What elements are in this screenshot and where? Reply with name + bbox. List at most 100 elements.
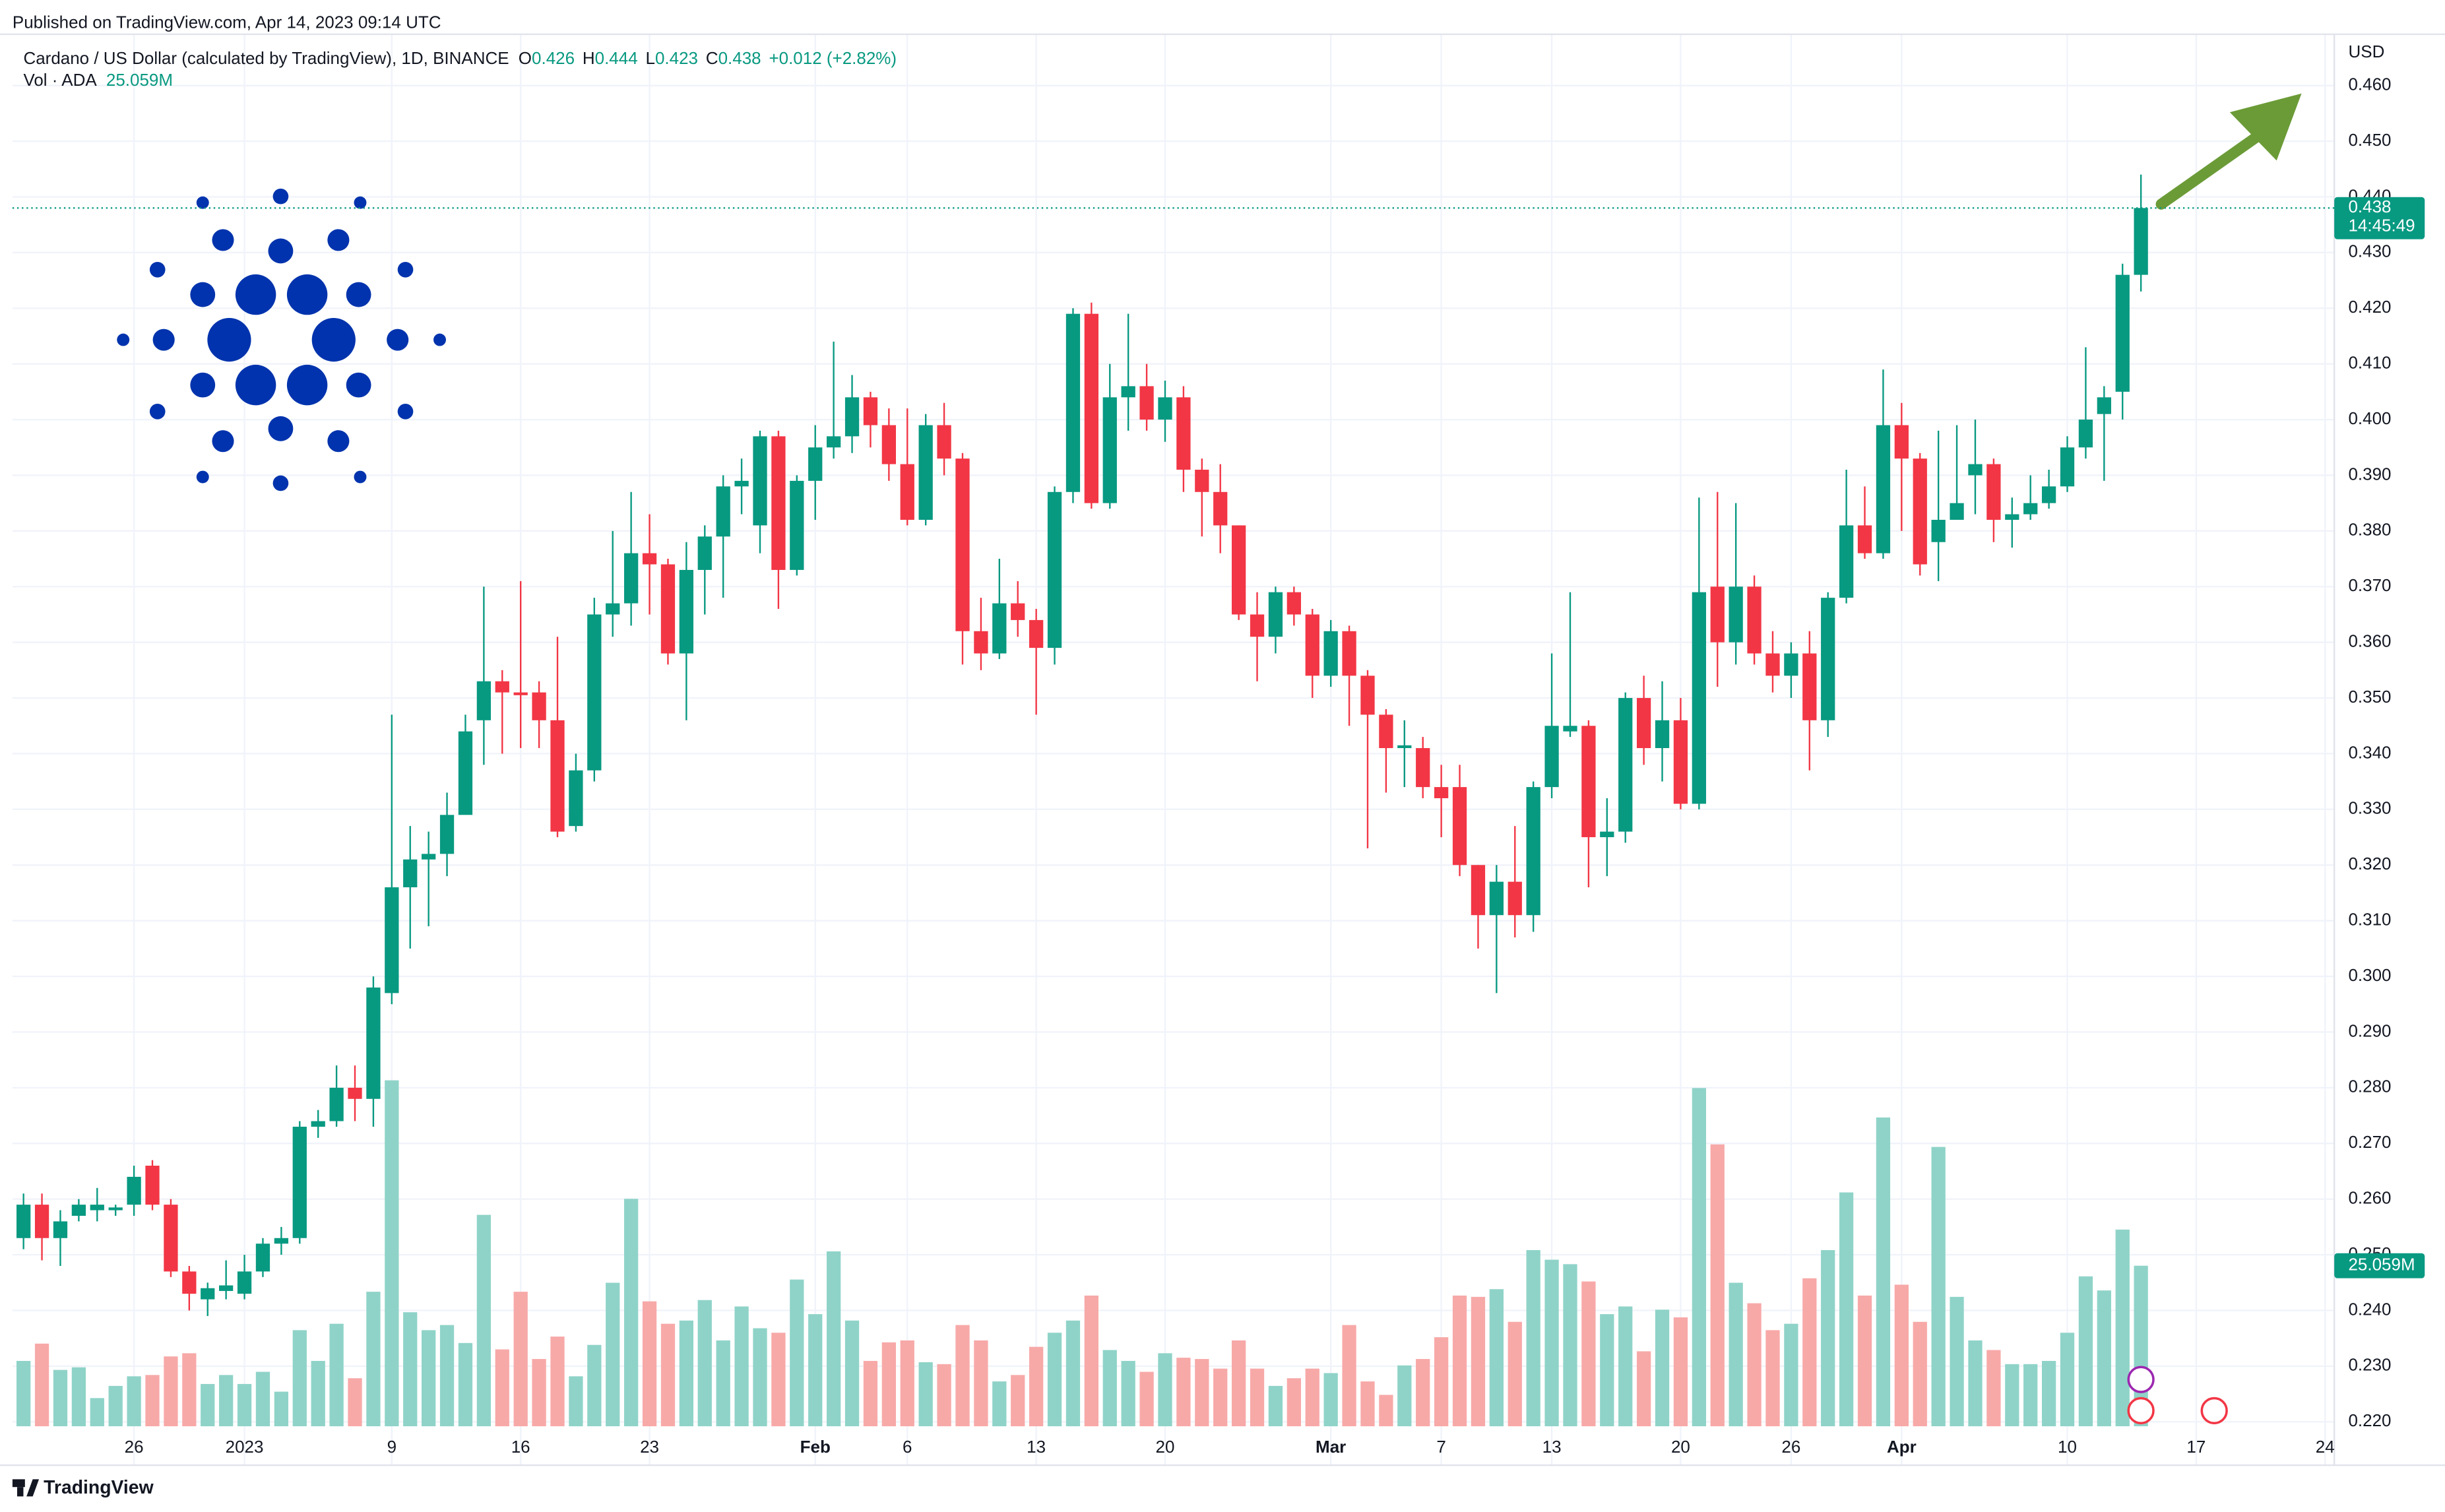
volume-bar (992, 1381, 1007, 1427)
x-tick-label: 17 (2186, 1437, 2206, 1457)
volume-bar (1139, 1371, 1154, 1427)
x-tick-label: 20 (1156, 1437, 1175, 1457)
candle-body (1121, 386, 1135, 398)
volume-bar (587, 1344, 602, 1427)
volume-bar (1839, 1192, 1854, 1427)
cardano-logo (117, 188, 446, 491)
volume-bar (1121, 1360, 1135, 1427)
volume-bar (606, 1282, 620, 1427)
x-tick-label: Mar (1316, 1437, 1346, 1457)
volume-bar (1323, 1373, 1338, 1427)
price-tag-label: 0.438 (2348, 197, 2391, 216)
volume-bar (1416, 1359, 1430, 1427)
volume-bar (1581, 1281, 1596, 1427)
y-tick-label: 0.320 (2348, 854, 2391, 873)
volume-bar (532, 1359, 546, 1427)
volume-bar (127, 1376, 141, 1427)
candle-body (1600, 831, 1614, 838)
volume-bar (1047, 1333, 1062, 1427)
y-tick-label: 0.270 (2348, 1132, 2391, 1152)
volume-bar (937, 1364, 951, 1427)
volume-bar (642, 1301, 657, 1427)
volume-bar (808, 1314, 823, 1427)
volume-bar (1765, 1330, 1780, 1427)
candle-body (1286, 592, 1301, 615)
candle-body (1913, 458, 1927, 565)
volume-bar (918, 1362, 933, 1427)
candle-body (403, 859, 418, 888)
volume-bar (844, 1320, 860, 1427)
volume-bar (1250, 1368, 1265, 1427)
volume-bar (90, 1398, 104, 1427)
volume-bar (660, 1323, 676, 1427)
candle-body (201, 1288, 215, 1300)
y-tick-label: 0.350 (2348, 687, 2391, 707)
x-tick-label: 20 (1671, 1437, 1690, 1457)
volume-bar (1802, 1278, 1817, 1427)
volume-bar (1563, 1264, 1577, 1427)
y-tick-label: 0.290 (2348, 1021, 2391, 1040)
candle-body (1673, 720, 1688, 804)
volume-bar (1784, 1323, 1798, 1427)
legend-low: 0.423 (655, 48, 698, 68)
candle-body (127, 1176, 141, 1205)
candle-body (348, 1087, 362, 1099)
volume-bar (513, 1292, 528, 1427)
volume-bar (1029, 1346, 1044, 1427)
volume-bar (16, 1360, 31, 1427)
candle-body (679, 569, 694, 654)
volume-bar (1305, 1368, 1319, 1427)
candle-body (1986, 464, 2001, 520)
volume-bar (1747, 1303, 1762, 1427)
volume-bar (53, 1370, 68, 1427)
candle-body (1636, 698, 1651, 749)
y-tick-label: 0.460 (2348, 74, 2391, 94)
x-tick-label: 7 (1436, 1437, 1445, 1457)
volume-bar (1176, 1358, 1191, 1427)
volume-bar (716, 1340, 730, 1427)
volume-bar (1636, 1351, 1651, 1427)
x-tick-label: 9 (387, 1437, 397, 1457)
published: Published on TradingView.com, Apr 14, 20… (13, 12, 441, 32)
candle-body (826, 436, 841, 448)
y-tick-label: 0.450 (2348, 130, 2391, 150)
candle-body (1950, 503, 1964, 520)
candle-body (624, 553, 639, 604)
y-tick-label: 0.280 (2348, 1077, 2391, 1096)
volume-bar (1158, 1353, 1172, 1427)
candle-body (1802, 653, 1817, 720)
candle-body (1011, 603, 1025, 620)
x-tick-label: 23 (640, 1437, 659, 1457)
volume-title: Vol · ADA (23, 70, 97, 90)
candle-body (1268, 592, 1283, 637)
legend-close: 0.438 (718, 48, 761, 68)
y-tick-label: 0.410 (2348, 353, 2391, 373)
x-tick-label: 24 (2316, 1437, 2335, 1457)
volume-bar (1065, 1320, 1081, 1427)
candle-body (2041, 486, 2056, 503)
volume-bar (1011, 1375, 1025, 1427)
candle-body (1508, 881, 1522, 916)
candle-body (716, 486, 730, 537)
candle-body (1342, 631, 1356, 676)
volume-bar (1342, 1325, 1356, 1427)
candle-body (1213, 491, 1228, 526)
volume-bar (1600, 1314, 1614, 1427)
volume-bar (1471, 1296, 1486, 1427)
y-tick-label: 0.430 (2348, 241, 2391, 261)
volume-bar (826, 1251, 841, 1427)
volume-bar (1655, 1309, 1670, 1427)
volume-bar (145, 1375, 160, 1427)
candle-body (2134, 208, 2148, 275)
candle-body (1618, 698, 1633, 832)
volume-bar (679, 1320, 694, 1427)
volume-bar (1195, 1359, 1209, 1427)
candle-body (808, 447, 823, 481)
candle-body (34, 1205, 49, 1238)
volume-bar (348, 1378, 362, 1427)
y-tick-label: 0.260 (2348, 1188, 2391, 1208)
candle-body (1323, 631, 1338, 676)
volume-bar (329, 1323, 344, 1427)
candle-body (439, 815, 455, 854)
